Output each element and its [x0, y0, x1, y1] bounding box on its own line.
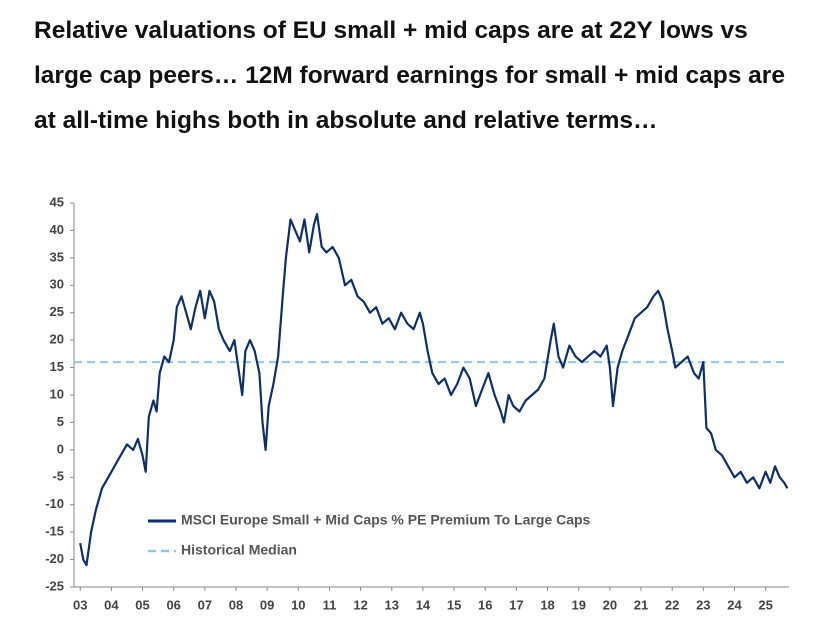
legend-label: Historical Median — [181, 542, 297, 558]
series-line — [79, 212, 789, 567]
y-tick-label: 35 — [50, 249, 64, 264]
x-tick-label: 23 — [696, 597, 710, 612]
x-tick-label: 16 — [478, 597, 492, 612]
y-tick-label: -5 — [52, 469, 64, 484]
x-tick-label: 06 — [166, 597, 180, 612]
x-tick-label: 07 — [198, 597, 212, 612]
y-tick-label: -25 — [45, 578, 64, 593]
x-tick-label: 19 — [571, 597, 585, 612]
y-tick-label: 5 — [57, 414, 64, 429]
x-tick-label: 25 — [758, 597, 772, 612]
x-tick-label: 21 — [634, 597, 648, 612]
y-tick-label: 30 — [50, 277, 64, 292]
x-tick-label: 05 — [135, 597, 149, 612]
x-tick-label: 22 — [665, 597, 679, 612]
x-tick-label: 10 — [291, 597, 305, 612]
x-tick-label: 24 — [727, 597, 742, 612]
x-tick-label: 12 — [353, 597, 367, 612]
y-tick-label: 10 — [50, 386, 64, 401]
x-tick-label: 14 — [416, 597, 431, 612]
y-tick-label: 0 — [57, 441, 64, 456]
y-tick-label: 40 — [50, 222, 64, 237]
x-tick-label: 15 — [447, 597, 461, 612]
y-tick-label: 25 — [50, 304, 64, 319]
x-tick-label: 13 — [385, 597, 399, 612]
chart-title: Relative valuations of EU small + mid ca… — [34, 17, 785, 134]
y-tick-label: -15 — [45, 524, 64, 539]
x-tick-label: 18 — [540, 597, 554, 612]
y-tick-label: 20 — [50, 332, 64, 347]
y-tick-label: -10 — [45, 496, 64, 511]
y-tick-label: -20 — [45, 551, 64, 566]
x-tick-label: 17 — [509, 597, 523, 612]
y-tick-label: 15 — [50, 359, 64, 374]
x-tick-label: 04 — [104, 597, 119, 612]
x-tick-label: 20 — [603, 597, 617, 612]
x-tick-label: 09 — [260, 597, 274, 612]
legend-label: MSCI Europe Small + Mid Caps % PE Premiu… — [181, 512, 591, 528]
x-tick-label: 03 — [73, 597, 87, 612]
x-tick-label: 11 — [323, 597, 337, 612]
x-tick-label: 08 — [229, 597, 243, 612]
y-tick-label: 45 — [50, 194, 64, 209]
